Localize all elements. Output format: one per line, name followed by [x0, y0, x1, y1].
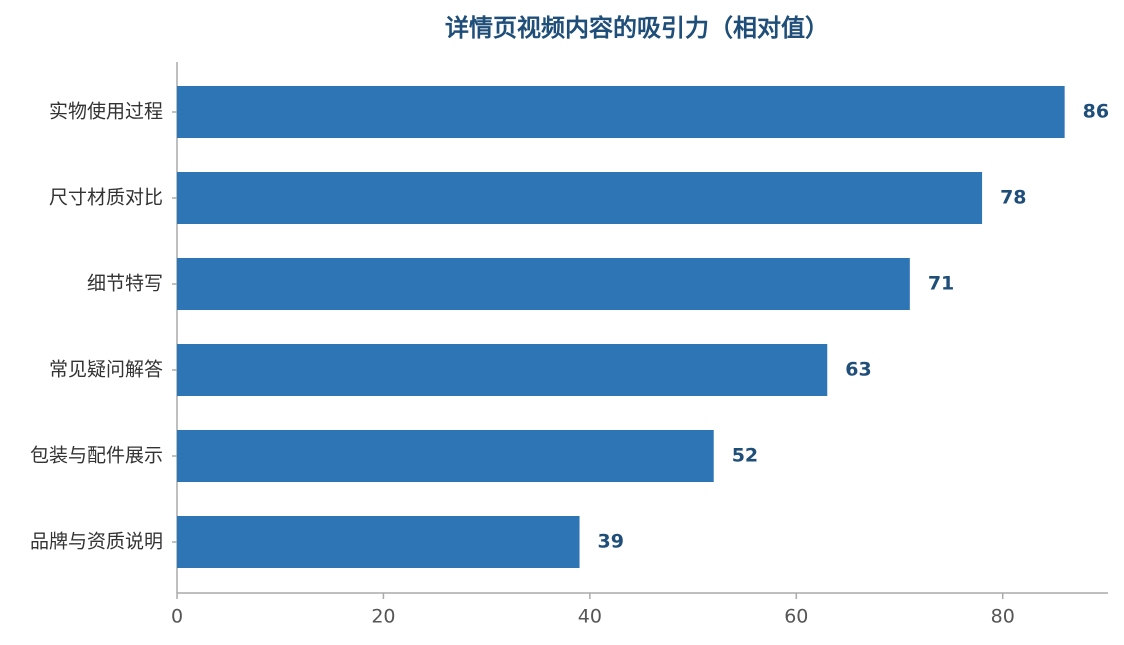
chart-title: 详情页视频内容的吸引力（相对值） — [445, 14, 829, 42]
x-tick-label: 60 — [784, 606, 808, 628]
value-label: 63 — [845, 359, 871, 381]
x-tick-label: 80 — [991, 606, 1015, 628]
bar — [177, 344, 828, 396]
value-label: 52 — [732, 445, 758, 467]
y-tick-label: 品牌与资质说明 — [30, 531, 163, 553]
x-tick-label: 40 — [578, 606, 602, 628]
x-tick-label: 0 — [171, 606, 183, 628]
value-label: 78 — [1000, 187, 1026, 209]
bar — [177, 258, 910, 310]
y-tick-label: 实物使用过程 — [49, 101, 163, 123]
value-label: 86 — [1083, 101, 1109, 123]
y-tick-label: 细节特写 — [87, 273, 163, 295]
bar — [177, 430, 714, 482]
value-label: 39 — [598, 531, 624, 553]
y-tick-label: 包装与配件展示 — [30, 445, 163, 467]
y-tick-label: 常见疑问解答 — [49, 359, 163, 381]
x-tick-label: 20 — [371, 606, 395, 628]
y-tick-label: 尺寸材质对比 — [49, 187, 163, 209]
value-label: 71 — [928, 273, 954, 295]
bar — [177, 86, 1065, 138]
bar — [177, 516, 580, 568]
bar — [177, 172, 983, 224]
